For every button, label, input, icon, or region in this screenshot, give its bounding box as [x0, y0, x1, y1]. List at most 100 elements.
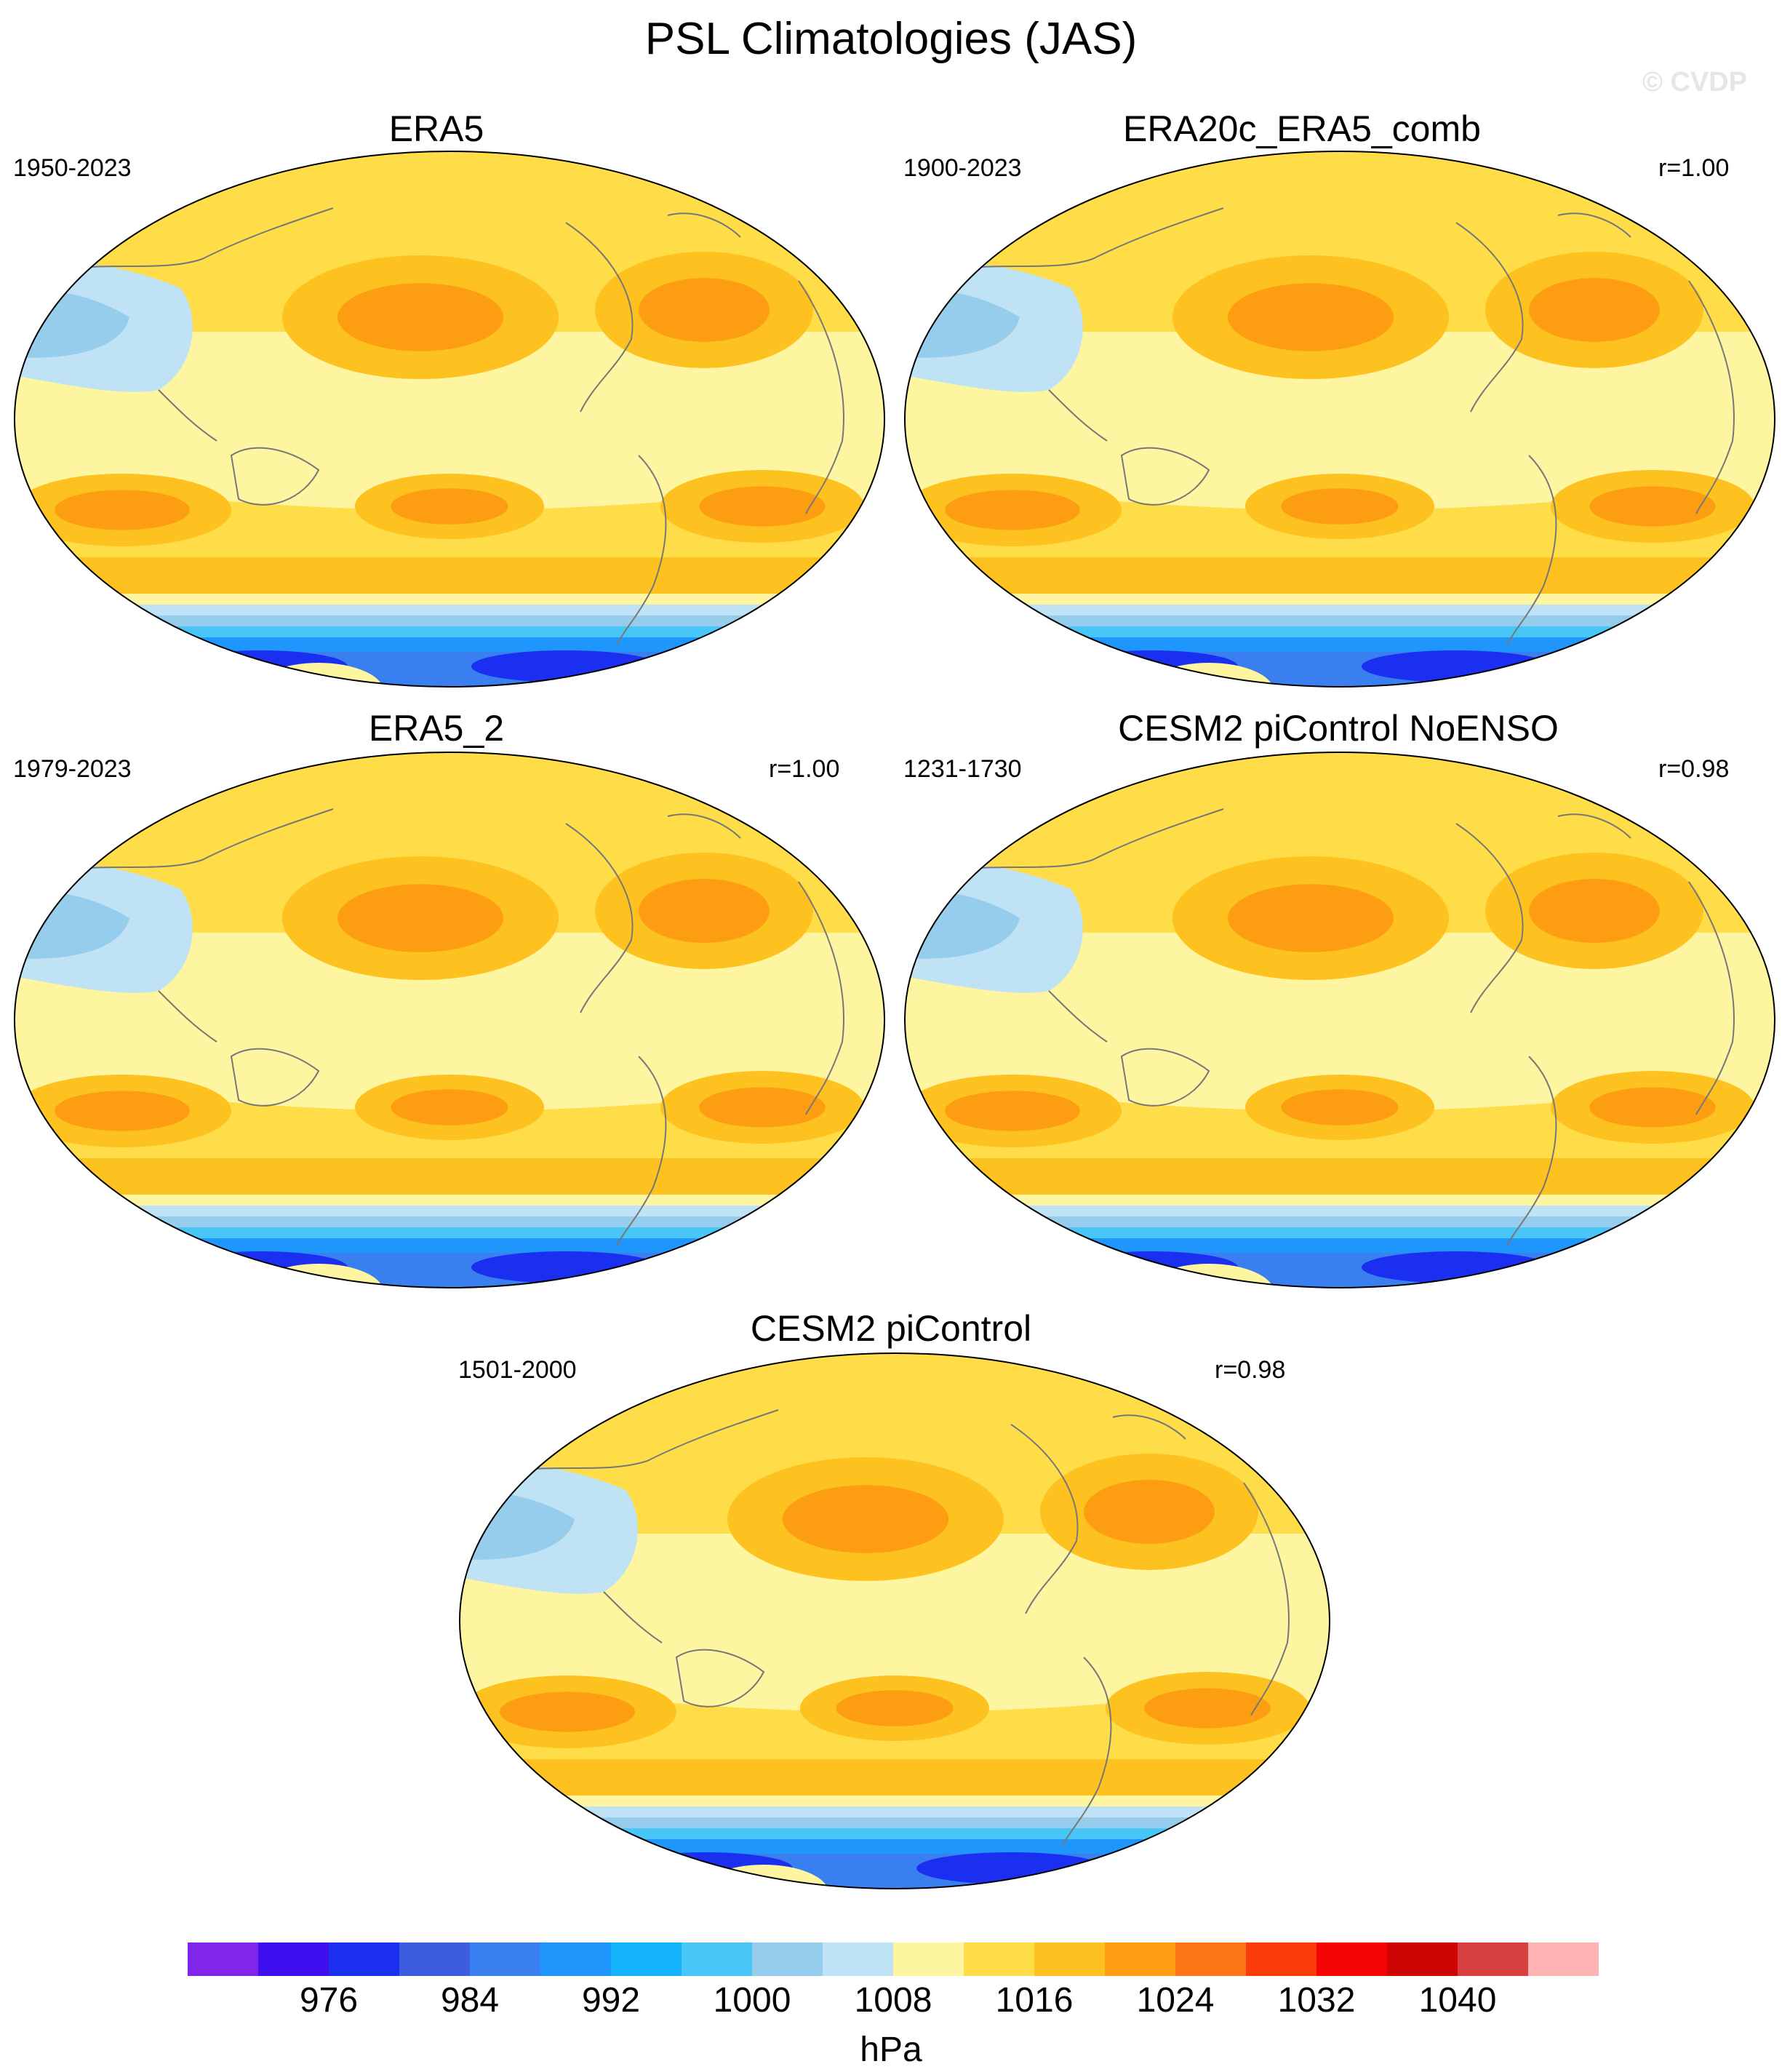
- pressure-band: [905, 1206, 1775, 1216]
- subtropical-high-core: [55, 490, 190, 530]
- coastline: [41, 808, 334, 875]
- coastline: [798, 881, 844, 1115]
- colorbar-swatch: [893, 1942, 964, 1976]
- colorbar-tick-label: 976: [299, 1981, 359, 2020]
- panel-correlation: r=0.98: [1215, 1356, 1286, 1384]
- southern-ocean-trough: [905, 652, 1775, 687]
- coastline: [1120, 1048, 1210, 1107]
- coastline: [1120, 447, 1210, 506]
- pressure-band: [15, 1158, 884, 1195]
- pressure-band: [460, 1828, 1330, 1839]
- pressure-band: [460, 1759, 1330, 1796]
- panel-correlation: r=1.00: [1658, 154, 1730, 182]
- tropical-low-belt: [905, 973, 1775, 1111]
- colorbar-tick-label: 1024: [1136, 1981, 1215, 2020]
- pressure-band: [460, 1796, 1330, 1806]
- coastline: [1061, 1657, 1112, 1847]
- subtropical-high-core: [699, 1087, 826, 1128]
- colorbar-tick-label: 1040: [1418, 1981, 1497, 2020]
- pressure-band: [905, 605, 1775, 615]
- pressure-band: [905, 151, 1775, 259]
- map-outline: [14, 151, 885, 688]
- coastline: [41, 207, 334, 274]
- southern-ocean-trough: [460, 1854, 1330, 1889]
- colorbar-tick-label: 1016: [995, 1981, 1074, 2020]
- pressure-band: [905, 1227, 1775, 1238]
- pressure-band: [15, 752, 884, 860]
- coastline: [667, 813, 741, 839]
- coastline: [1048, 389, 1108, 442]
- subtropical-high-core: [500, 1692, 635, 1732]
- coastline: [1455, 222, 1524, 413]
- panel-title: ERA20c_ERA5_comb: [1123, 108, 1481, 149]
- coastline: [932, 808, 1224, 875]
- pressure-band: [460, 1353, 1330, 1461]
- colorbar-tick-label: 1008: [854, 1981, 932, 2020]
- panel-title: CESM2 piControl: [750, 1308, 1032, 1349]
- tropical-low-belt: [460, 1574, 1330, 1712]
- subtropical-high-core: [1589, 1087, 1716, 1128]
- coastline: [675, 1649, 765, 1708]
- map-outline: [459, 1352, 1330, 1889]
- subtropical-high-core: [836, 1690, 954, 1726]
- coastline: [230, 1048, 320, 1107]
- map-outline: [904, 151, 1775, 688]
- north-high-core: [1084, 1480, 1215, 1544]
- psl-map: [14, 752, 885, 1288]
- coastline: [603, 1591, 663, 1643]
- panel-years: 1231-1730: [903, 755, 1022, 783]
- north-high-core: [639, 879, 770, 943]
- pressure-band: [15, 557, 884, 594]
- coastline: [565, 823, 634, 1013]
- panel-title: ERA5_2: [368, 708, 505, 749]
- panel-years: 1950-2023: [13, 154, 132, 182]
- pressure-band: [15, 151, 884, 259]
- north-high-core: [337, 884, 503, 952]
- panel-years: 1501-2000: [458, 1356, 577, 1384]
- coastline: [1506, 1056, 1557, 1246]
- pressure-band: [905, 594, 1775, 605]
- coastline: [1455, 823, 1524, 1013]
- coastline: [1557, 212, 1631, 238]
- colorbar-tick-label: 984: [440, 1981, 500, 2020]
- subtropical-high-core: [1589, 486, 1716, 527]
- figure-title: PSL Climatologies (JAS): [644, 14, 1138, 64]
- psl-map: [904, 151, 1775, 688]
- pressure-band: [15, 1216, 884, 1227]
- panel-correlation: r=0.98: [1658, 755, 1730, 783]
- colorbar-swatch: [258, 1942, 329, 1976]
- map-outline: [14, 752, 885, 1288]
- pressure-band: [905, 615, 1775, 626]
- colorbar-swatch: [1316, 1942, 1388, 1976]
- colorbar-swatch: [329, 1942, 400, 1976]
- pressure-band: [15, 1227, 884, 1238]
- north-high-core: [1228, 884, 1394, 952]
- coastline: [158, 389, 217, 442]
- colorbar-swatch: [399, 1942, 471, 1976]
- pressure-band: [15, 615, 884, 626]
- pressure-band: [905, 1195, 1775, 1206]
- colorbar-swatch: [823, 1942, 894, 1976]
- north-high-core: [639, 278, 770, 342]
- psl-map: [14, 151, 885, 688]
- coastline: [1048, 990, 1108, 1043]
- colorbar-swatch: [1458, 1942, 1529, 1976]
- colorbar: [188, 1942, 1599, 1976]
- panel-title: CESM2 piControl NoENSO: [1118, 708, 1559, 749]
- colorbar-swatch: [1034, 1942, 1106, 1976]
- north-high-core: [1529, 879, 1660, 943]
- watermark: © CVDP: [1642, 67, 1747, 97]
- coastline: [1688, 280, 1735, 514]
- pressure-band: [905, 752, 1775, 860]
- colorbar-tick-label: 992: [581, 1981, 641, 2020]
- southern-ocean-trough: [905, 1253, 1775, 1288]
- pressure-band: [905, 626, 1775, 637]
- pressure-band: [15, 605, 884, 615]
- colorbar-swatch: [540, 1942, 612, 1976]
- subtropical-high-core: [1281, 488, 1399, 525]
- southern-ocean-trough: [15, 652, 884, 687]
- coastline: [798, 280, 844, 514]
- map-outline: [904, 752, 1775, 1288]
- colorbar-swatch: [1175, 1942, 1247, 1976]
- subtropical-high-core: [945, 490, 1080, 530]
